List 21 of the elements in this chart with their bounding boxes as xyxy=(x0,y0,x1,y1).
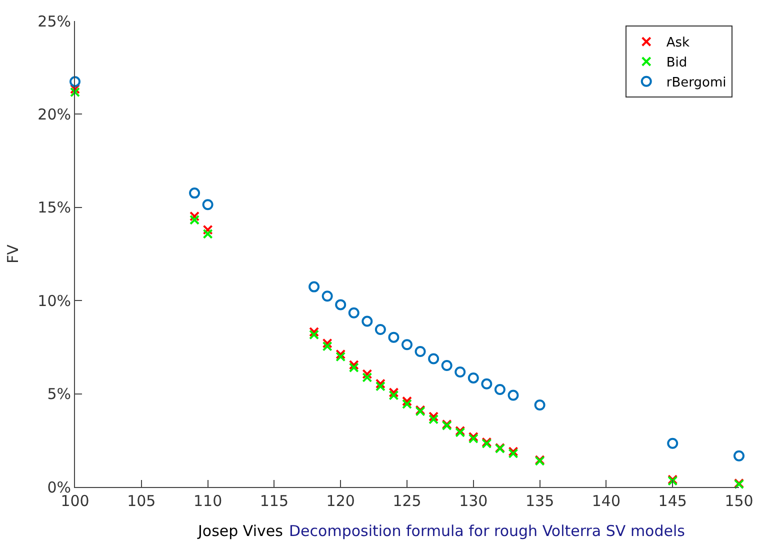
text: Josep Vives xyxy=(197,522,284,540)
x-tick-label: 105 xyxy=(127,492,156,510)
x-tick-label: 120 xyxy=(326,492,355,510)
x-tick-label: 110 xyxy=(193,492,222,510)
x-tick-label: 150 xyxy=(724,492,754,510)
x-tick-label: 140 xyxy=(592,492,621,510)
x-tick-label: 115 xyxy=(260,492,289,510)
x-tick-label: 145 xyxy=(658,492,687,510)
x-tick-label: 130 xyxy=(459,492,488,510)
x-tick-label: 135 xyxy=(525,492,554,510)
y-tick-label: 20% xyxy=(38,105,71,124)
text: Decomposition formula for rough Volterra SV models xyxy=(289,522,686,540)
y-tick-label: 5% xyxy=(47,385,71,404)
y-tick-label: 15% xyxy=(38,198,71,217)
y-tick-label: 10% xyxy=(38,292,71,310)
legend-label: Bid xyxy=(666,56,688,71)
x-tick-label: 125 xyxy=(392,492,422,510)
legend-label: Ask xyxy=(666,36,690,51)
legend-label: rBergomi xyxy=(666,75,726,90)
y-tick-label: 25% xyxy=(38,12,71,30)
y-axis-title: FV xyxy=(4,244,22,264)
